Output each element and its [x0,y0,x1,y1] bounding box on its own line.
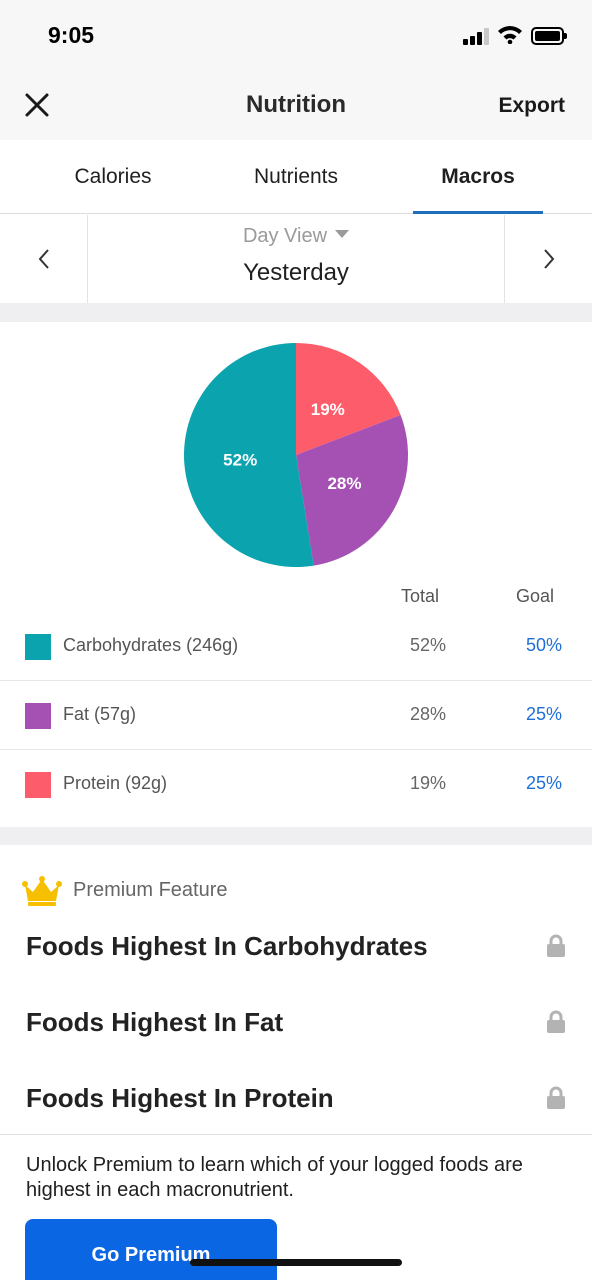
food-item-title: Foods Highest In Protein [26,1083,334,1113]
goal-column-header: Goal [515,586,555,606]
lock-icon [547,1010,565,1033]
status-time: 9:05 [48,22,95,48]
wifi-icon [498,26,522,44]
cellular-signal-icon [463,28,491,45]
macro-total: 52% [409,635,447,655]
close-button[interactable] [18,86,56,124]
status-bar: 9:05 [0,0,592,70]
next-day-button[interactable] [504,215,592,303]
macro-row-carbohydrates: Carbohydrates (246g) 52% 50% [0,612,592,681]
macro-goal[interactable]: 25% [525,773,563,793]
tab-macros[interactable]: Macros [441,165,515,188]
section-divider [0,827,592,845]
premium-section: Premium Feature Foods Highest In Carbohy… [0,845,592,1135]
pie-slice-protein [296,343,401,455]
go-premium-button[interactable]: Go Premium [25,1219,277,1280]
carbs-color-swatch [25,634,51,660]
macros-chart-area: 19% 28% 52% [0,322,592,582]
pie-label-fat: 28% [327,474,361,493]
unlock-premium-text: Unlock Premium to learn which of your lo… [26,1154,523,1201]
chevron-left-icon [38,249,49,269]
pie-label-protein: 19% [311,400,345,419]
section-divider [0,303,592,322]
pie-slice-fat [296,415,408,566]
page-title: Nutrition [246,91,346,118]
pie-label-carbohydrates: 52% [223,450,257,469]
macro-goal[interactable]: 50% [525,635,563,655]
export-button[interactable]: Export [498,94,565,117]
food-item-title: Foods Highest In Fat [26,1007,284,1037]
macros-pie-chart: 19% 28% 52% [184,343,408,567]
macro-name: Protein (92g) [63,773,168,793]
foods-highest-carbs-item[interactable]: Foods Highest In Carbohydrates [0,917,592,977]
day-view-label: Day View [242,225,328,247]
previous-day-button[interactable] [0,215,88,303]
tab-calories[interactable]: Calories [74,165,152,188]
selected-day: Yesterday [243,259,349,286]
chevron-right-icon [544,249,555,269]
macro-name: Carbohydrates (246g) [63,635,239,655]
active-tab-indicator [413,211,543,214]
macro-goal[interactable]: 25% [525,704,563,724]
macro-total: 28% [409,704,447,724]
home-indicator [190,1259,402,1266]
macro-name: Fat (57g) [63,704,137,724]
foods-highest-protein-item[interactable]: Foods Highest In Protein [0,1069,592,1129]
nav-bar: Nutrition Export [0,70,592,140]
pie-slice-carbohydrates [184,343,314,567]
day-navigator: Day View Yesterday [0,215,592,303]
macro-table-header: Total Goal [0,586,592,612]
fat-color-swatch [25,703,51,729]
lock-icon [547,934,565,957]
crown-icon [22,876,62,906]
protein-color-swatch [25,772,51,798]
tab-bar: Calories Nutrients Macros [0,140,592,214]
tab-nutrients[interactable]: Nutrients [253,165,339,188]
macro-row-fat: Fat (57g) 28% 25% [0,681,592,750]
macro-row-protein: Protein (92g) 19% 25% [0,750,592,819]
foods-highest-fat-item[interactable]: Foods Highest In Fat [0,993,592,1053]
total-column-header: Total [400,586,440,606]
caret-down-icon [335,230,350,238]
day-view-dropdown[interactable]: Day View [0,225,592,248]
lock-icon [547,1086,565,1109]
macro-total: 19% [409,773,447,793]
close-icon [25,93,49,117]
battery-icon [531,27,567,45]
food-item-title: Foods Highest In Carbohydrates [26,931,428,961]
premium-feature-label: Premium Feature [73,879,228,901]
